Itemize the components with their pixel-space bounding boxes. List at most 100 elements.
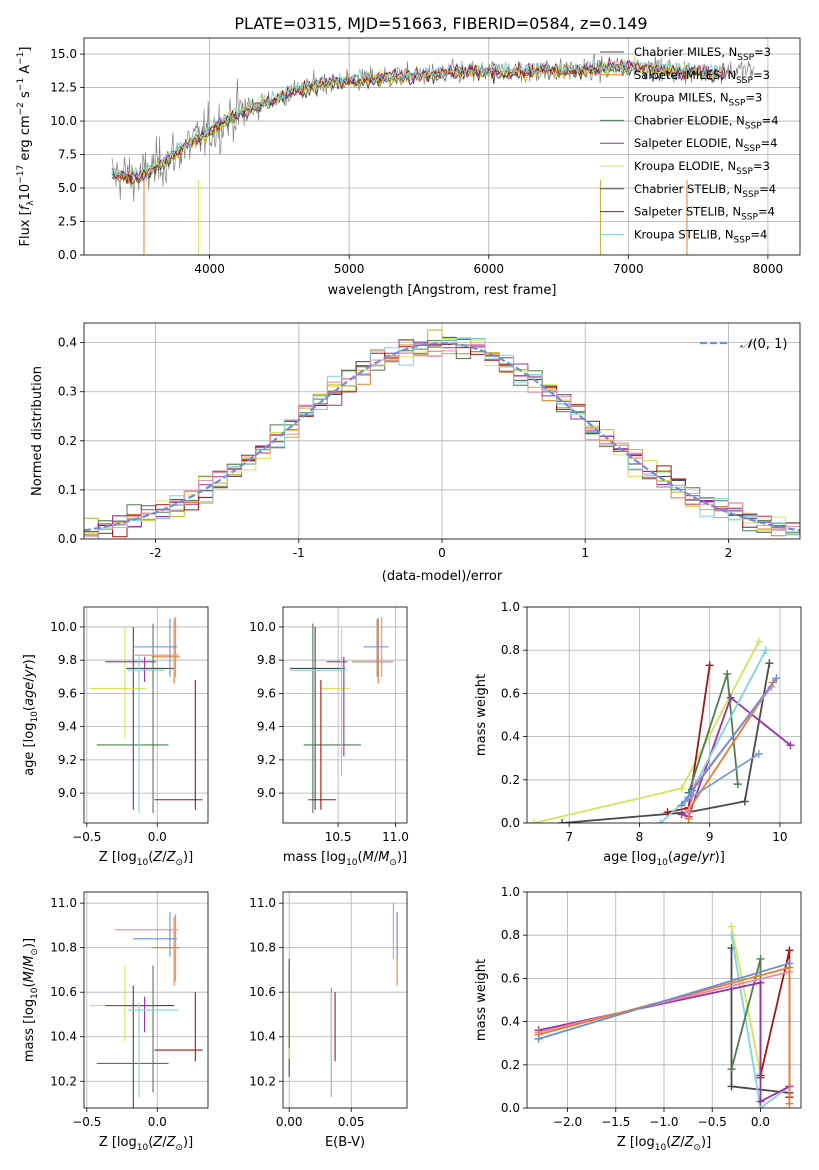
x-tick-label: 11.0 <box>382 830 409 844</box>
axes-frame <box>83 37 801 256</box>
y-axis-label: Normed distribution <box>30 366 45 496</box>
axes-frame <box>282 891 408 1109</box>
x-tick-label: 0 <box>438 546 446 560</box>
y-tick-label: 0.0 <box>58 248 77 262</box>
y-tick-label: 9.0 <box>257 786 276 800</box>
weight-line <box>730 935 790 1108</box>
y-tick-label: 9.8 <box>257 653 276 667</box>
text-part: s <box>18 91 33 102</box>
weight-marker <box>754 749 763 758</box>
error-bar <box>289 655 348 777</box>
weight-marker <box>558 819 567 823</box>
y-tick-label: 15.0 <box>50 47 77 61</box>
y-tick-label: 0.2 <box>58 434 77 448</box>
weight-marker <box>761 646 770 655</box>
histogram-step <box>84 343 800 537</box>
text-part: −2 <box>16 102 26 115</box>
ticks <box>80 626 158 827</box>
y-tick-label: 0.4 <box>58 336 77 350</box>
error-bar <box>133 618 177 677</box>
text-part: ( <box>358 850 363 865</box>
weight-marker <box>727 1065 736 1074</box>
y-tick-label: 0.0 <box>501 1101 520 1115</box>
text-part: Kroupa STELIB, N <box>634 227 734 241</box>
x-axis-label: age [log10(age/yr)] <box>603 850 725 868</box>
y-tick-label: 12.5 <box>50 81 77 95</box>
weight-marker <box>688 786 697 795</box>
histogram-step <box>84 344 800 539</box>
y-tick-label: 9.6 <box>257 686 276 700</box>
weight-marker <box>681 797 690 806</box>
x-tick-label: 0.0 <box>148 830 167 844</box>
text-part: SSP <box>737 53 754 63</box>
plot-area <box>283 892 407 1108</box>
text-part: SSP <box>736 76 753 86</box>
legend-label: Salpeter MILES, NSSP=3 <box>634 68 770 86</box>
legend-label: Kroupa STELIB, NSSP=4 <box>634 227 767 245</box>
x-axis-label: wavelength [Angstrom, rest frame] <box>328 283 557 298</box>
text-part: A <box>18 65 33 78</box>
weight-line <box>687 673 739 794</box>
y-tick-label: 7.5 <box>58 148 77 162</box>
x-tick-label: 2 <box>725 546 733 560</box>
weight-marker <box>534 1034 543 1043</box>
text-part: mass [log <box>22 999 37 1062</box>
text-part: 10 <box>137 858 149 868</box>
y-tick-label: 0.8 <box>501 928 520 942</box>
x-tick-label: 10 <box>772 830 787 844</box>
text-part: ( <box>668 850 673 865</box>
error-bar <box>126 985 175 1108</box>
text-part: 10 <box>656 858 668 868</box>
ticks <box>523 606 781 827</box>
error-bar <box>326 656 348 757</box>
y-tick-label: 10.0 <box>50 620 77 634</box>
error-bar <box>308 680 336 810</box>
y-tick-label: 0.0 <box>58 532 77 546</box>
text-part: Salpeter MILES, N <box>634 68 736 82</box>
y-tick-label: 10.2 <box>249 1074 276 1088</box>
text-part: E(B-V) <box>325 1135 365 1150</box>
y-tick-label: 10.0 <box>50 114 77 128</box>
model-spectrum-line <box>111 60 726 179</box>
text-part: Z [log <box>99 1135 137 1150</box>
text-part: / <box>22 677 37 682</box>
error-bar <box>303 623 362 814</box>
x-tick-label: 8 <box>636 830 644 844</box>
text-part: Z [log <box>99 850 137 865</box>
weight-line <box>684 753 760 803</box>
y-tick-label: 9.4 <box>58 720 77 734</box>
legend-label: Chabrier MILES, NSSP=3 <box>634 45 771 63</box>
text-part: SSP <box>744 144 761 154</box>
text-part: age [log <box>603 850 656 865</box>
text-part: SSP <box>734 235 751 245</box>
x-axis-label: E(B-V) <box>325 1135 365 1150</box>
y-tick-label: 0.8 <box>501 643 520 657</box>
x-tick-label: −0.5 <box>698 1115 727 1129</box>
text-part: (0, 1) <box>752 337 787 352</box>
weight-marker <box>733 780 742 789</box>
text-part: Z <box>684 1135 695 1150</box>
text-part: −1 <box>16 78 26 91</box>
error-bar <box>154 680 203 810</box>
text-part: SSP <box>742 190 759 200</box>
text-part: )] <box>701 1135 711 1150</box>
plot-area <box>84 323 800 539</box>
data-spectrum-line <box>111 53 754 202</box>
text-part: Chabrier ELODIE, N <box>634 113 745 127</box>
axes-mass_vs_ebv: 0.00 0.05 10.2 10.4 10.6 10.8 11.0 E(B-V) <box>249 891 408 1150</box>
text-part: )] <box>183 850 193 865</box>
text-part: =4 <box>759 182 776 196</box>
error-bar <box>105 996 156 1033</box>
y-tick-label: 10.2 <box>50 1074 77 1088</box>
grid <box>283 892 407 1108</box>
x-tick-label: 1 <box>581 546 589 560</box>
y-tick-label: 9.8 <box>58 653 77 667</box>
grid <box>283 607 407 823</box>
x-tick-label: 6000 <box>473 262 504 276</box>
y-tick-label: 0.4 <box>501 1015 520 1029</box>
x-tick-label: −0.5 <box>72 830 101 844</box>
text-part: ( <box>22 706 37 711</box>
legend-label: Kroupa ELODIE, NSSP=3 <box>634 159 770 177</box>
